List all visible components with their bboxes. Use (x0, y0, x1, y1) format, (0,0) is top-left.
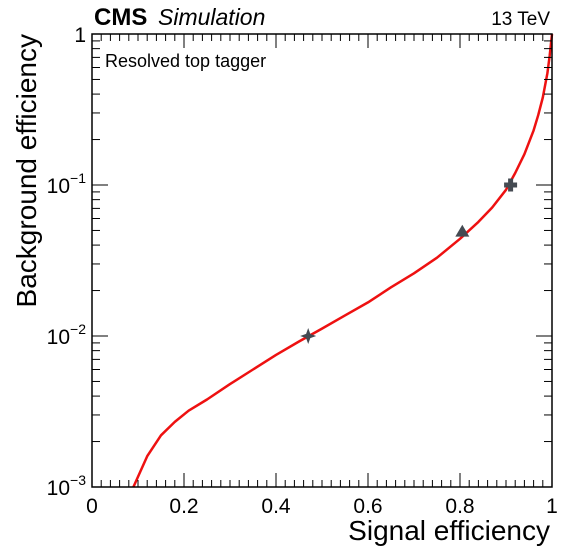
roc-curve (132, 33, 554, 488)
x-tick-label: 0.6 (353, 495, 382, 518)
y-tick-exponent: −1 (70, 170, 86, 186)
x-tick-label: 0.2 (169, 495, 198, 518)
y-tick-base: 10 (47, 477, 70, 500)
y-tick-base: 10 (47, 326, 70, 349)
y-tick-label: 1 (74, 24, 86, 47)
y-tick-exponent: −2 (70, 321, 86, 337)
cross-marker (504, 178, 518, 192)
y-tick-label: 10−3 (47, 472, 87, 500)
y-tick-base: 10 (47, 175, 70, 198)
triangle-marker (455, 224, 470, 237)
energy-label: 13 TeV (491, 9, 550, 30)
axis-ticks (91, 34, 553, 488)
x-tick-label: 0.4 (261, 495, 291, 518)
x-tick-label: 0.8 (445, 495, 474, 518)
y-tick-base: 1 (74, 24, 86, 47)
axis-tick-labels: 0 0.2 0.4 0.6 0.8 110−310−210−11 (47, 24, 558, 518)
y-tick-label: 10−1 (47, 170, 87, 198)
x-tick-label: 1 (546, 495, 558, 518)
star-marker (300, 328, 317, 344)
simulation-label: Simulation (158, 4, 265, 30)
y-axis-title: Background efficiency (11, 34, 42, 307)
cms-label: CMS (94, 4, 147, 31)
tagger-annotation: Resolved top tagger (105, 51, 266, 71)
plot-contents (132, 33, 554, 488)
y-tick-label: 10−2 (47, 321, 87, 349)
x-axis-title: Signal efficiency (348, 515, 550, 546)
y-tick-exponent: −3 (70, 472, 86, 488)
x-tick-label: 0 (86, 495, 98, 518)
